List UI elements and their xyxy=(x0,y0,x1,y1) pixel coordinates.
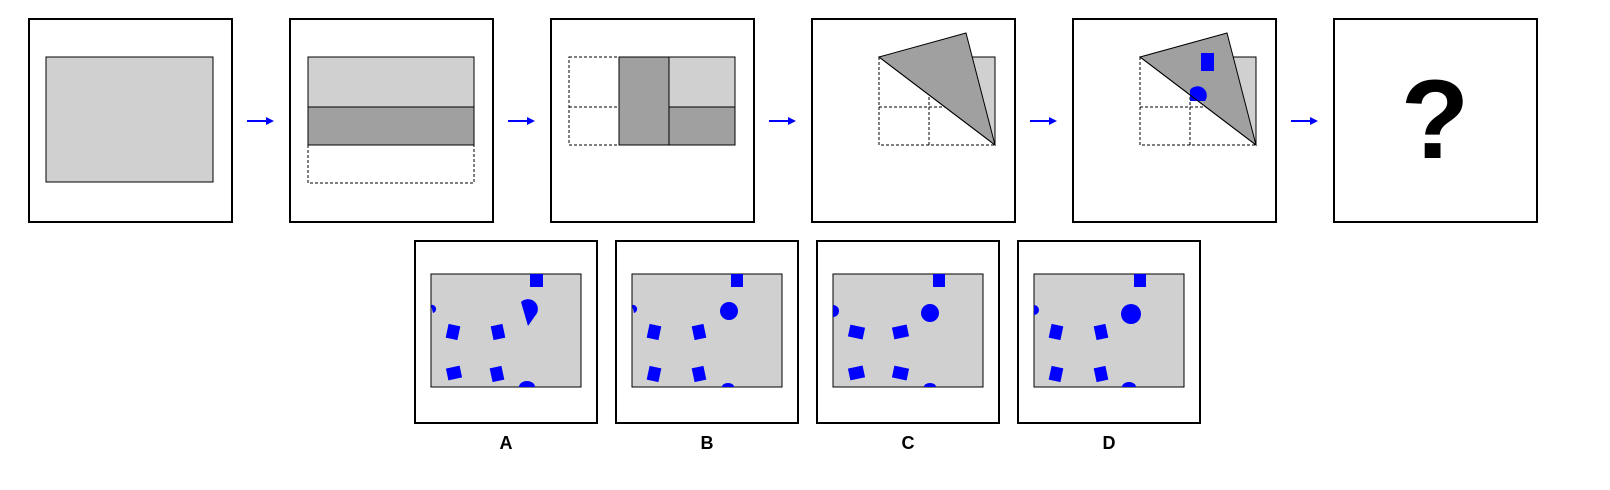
original-position-outline xyxy=(568,56,620,146)
step-4-diagonal-fold xyxy=(811,18,1016,223)
option-d[interactable] xyxy=(1017,240,1201,424)
square-hole xyxy=(489,365,505,383)
circle-hole xyxy=(521,299,538,326)
option-label-b[interactable]: B xyxy=(700,433,714,453)
square-hole xyxy=(646,323,662,341)
square-hole xyxy=(933,274,945,287)
folded-flap xyxy=(618,56,670,146)
square-hole xyxy=(530,274,543,287)
square-hole xyxy=(847,365,866,381)
square-hole xyxy=(891,324,910,340)
step-3-fold-left xyxy=(550,18,755,223)
square-hole xyxy=(646,365,662,383)
paper-sheet xyxy=(45,56,214,183)
circle-hole xyxy=(921,304,939,322)
square-hole xyxy=(1048,365,1064,383)
square-hole xyxy=(691,365,707,383)
square-hole xyxy=(731,274,743,287)
circle-hole xyxy=(720,302,738,320)
circle-hole xyxy=(431,304,437,313)
step-frame xyxy=(1333,18,1538,223)
square-hole xyxy=(445,323,461,341)
paper-top-half xyxy=(307,56,475,108)
square-hole xyxy=(1093,323,1109,341)
diagonal-fold-line xyxy=(1139,56,1257,146)
question-mark: ? xyxy=(1401,57,1469,182)
step-5-punch-holes xyxy=(1072,18,1277,223)
square-hole xyxy=(445,365,463,381)
square-hole xyxy=(1134,274,1146,287)
step-6-question: ? xyxy=(1333,18,1538,223)
step-2-fold-up xyxy=(289,18,494,223)
square-hole xyxy=(1201,53,1214,71)
circle-hole xyxy=(1034,305,1039,315)
folded-flap xyxy=(307,106,475,146)
diagonal-fold-line xyxy=(878,56,996,146)
option-c[interactable] xyxy=(816,240,1000,424)
circle-hole xyxy=(722,383,734,387)
square-hole xyxy=(891,365,910,381)
circle-hole xyxy=(924,383,936,387)
square-hole xyxy=(691,323,707,341)
square-hole xyxy=(490,323,506,341)
circle-hole xyxy=(632,304,638,313)
paper-bottom-right xyxy=(668,106,736,146)
option-label-d[interactable]: D xyxy=(1102,433,1116,453)
circle-hole xyxy=(1121,304,1141,324)
circle-hole xyxy=(519,381,535,387)
option-label-c[interactable]: C xyxy=(901,433,915,453)
original-position-outline xyxy=(307,144,475,184)
step-1-unfolded-paper xyxy=(28,18,233,223)
square-hole xyxy=(847,324,866,340)
square-hole xyxy=(1093,365,1109,383)
circle-hole xyxy=(833,305,839,317)
option-b[interactable] xyxy=(615,240,799,424)
circle-hole xyxy=(1190,86,1207,101)
paper-top-right xyxy=(668,56,736,108)
option-a[interactable] xyxy=(414,240,598,424)
circle-hole xyxy=(1122,382,1136,387)
square-hole xyxy=(1048,323,1064,341)
option-label-a[interactable]: A xyxy=(499,433,513,453)
